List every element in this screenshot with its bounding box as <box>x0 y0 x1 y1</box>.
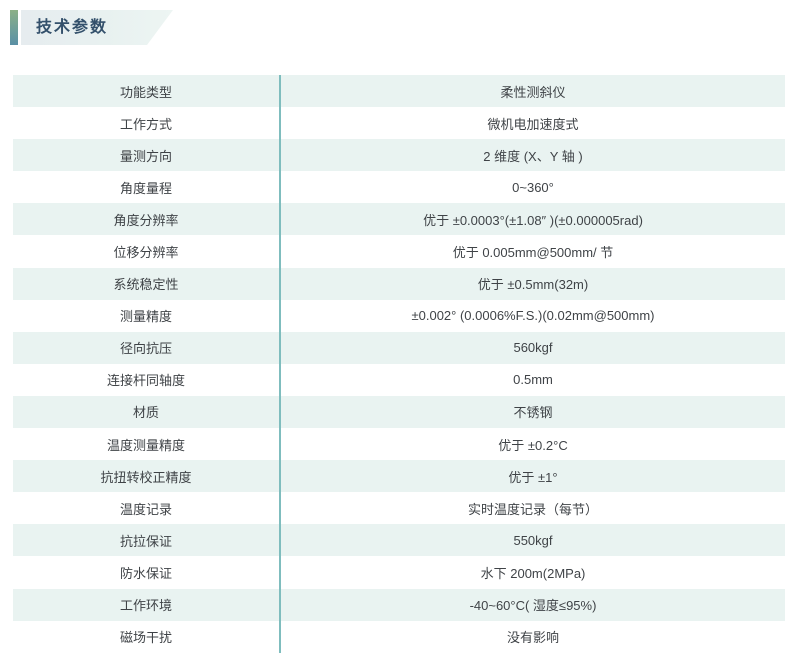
section-title: 技术参数 <box>36 19 109 36</box>
param-cell: 径向抗压 <box>119 341 172 357</box>
value-cell: ±0.002° (0.0006%F.S.)(0.02mm@500mm) <box>279 299 785 332</box>
param-cell: 材质 <box>132 405 159 421</box>
param-cell: 功能类型 <box>119 84 172 100</box>
value-cell: 0.5mm <box>279 363 785 396</box>
param-cell: 抗拉保证 <box>119 533 172 549</box>
value-cell: -40~60°C( 湿度≤95%) <box>279 588 785 621</box>
table-row: 位移分辨率 优于 0.005mm@500mm/ 节 <box>13 235 785 268</box>
value-cell: 微机电加速度式 <box>279 107 785 140</box>
table-row: 径向抗压 560kgf <box>13 331 785 364</box>
value-cell: 优于 ±0.0003°(±1.08″ )(±0.000005rad) <box>279 203 785 236</box>
value-cell: 不锈钢 <box>279 395 785 429</box>
param-cell: 工作环境 <box>119 598 172 614</box>
param-cell: 磁场干扰 <box>119 630 172 646</box>
param-cell: 工作方式 <box>119 116 172 132</box>
section-accent-bar <box>10 10 18 45</box>
value-cell: 560kgf <box>279 331 785 364</box>
table-row: 材质 不锈钢 <box>13 395 785 429</box>
value-cell: 优于 ±0.2°C <box>279 428 785 461</box>
table-row: 抗拉保证 550kgf <box>13 524 785 557</box>
table-row: 工作环境 -40~60°C( 湿度≤95%) <box>13 588 785 621</box>
table-row: 磁场干扰 没有影响 <box>13 620 785 653</box>
param-cell: 测量精度 <box>119 309 172 325</box>
table-row: 量测方向 2 维度 (X、Y 轴 ) <box>13 139 785 172</box>
section-header: 技术参数 <box>21 10 173 45</box>
table-row: 系统稳定性 优于 ±0.5mm(32m) <box>13 267 785 300</box>
param-cell: 温度测量精度 <box>106 437 185 453</box>
value-cell: 优于 ±0.5mm(32m) <box>279 267 785 300</box>
value-cell: 实时温度记录（每节） <box>279 492 785 525</box>
param-cell: 位移分辨率 <box>113 245 179 261</box>
value-cell: 优于 0.005mm@500mm/ 节 <box>279 235 785 268</box>
value-cell: 优于 ±1° <box>279 460 785 493</box>
table-row: 工作方式 微机电加速度式 <box>13 107 785 140</box>
table-row: 连接杆同轴度 0.5mm <box>13 363 785 396</box>
value-cell: 没有影响 <box>279 620 785 653</box>
value-cell: 550kgf <box>279 524 785 557</box>
param-cell: 防水保证 <box>119 565 172 581</box>
value-cell: 柔性测斜仪 <box>279 75 785 108</box>
param-cell: 系统稳定性 <box>113 277 179 293</box>
param-cell: 角度量程 <box>119 180 172 196</box>
value-cell: 0~360° <box>279 171 785 204</box>
table-row: 测量精度 ±0.002° (0.0006%F.S.)(0.02mm@500mm) <box>13 299 785 332</box>
param-cell: 连接杆同轴度 <box>106 373 185 389</box>
param-cell: 抗扭转校正精度 <box>100 469 192 485</box>
table-row: 角度分辨率 优于 ±0.0003°(±1.08″ )(±0.000005rad) <box>13 203 785 236</box>
table-row: 抗扭转校正精度 优于 ±1° <box>13 460 785 493</box>
param-cell: 温度记录 <box>119 501 172 517</box>
table-row: 防水保证 水下 200m(2MPa) <box>13 556 785 589</box>
table-row: 角度量程 0~360° <box>13 171 785 204</box>
param-cell: 量测方向 <box>119 148 172 164</box>
table-row: 功能类型 柔性测斜仪 <box>13 75 785 108</box>
spec-table: 功能类型 柔性测斜仪 工作方式 微机电加速度式 量测方向 2 维度 (X、Y 轴… <box>13 75 785 653</box>
table-row: 温度测量精度 优于 ±0.2°C <box>13 428 785 461</box>
value-cell: 2 维度 (X、Y 轴 ) <box>279 139 785 172</box>
table-row: 温度记录 实时温度记录（每节） <box>13 492 785 525</box>
value-cell: 水下 200m(2MPa) <box>279 556 785 589</box>
param-cell: 角度分辨率 <box>113 212 179 228</box>
